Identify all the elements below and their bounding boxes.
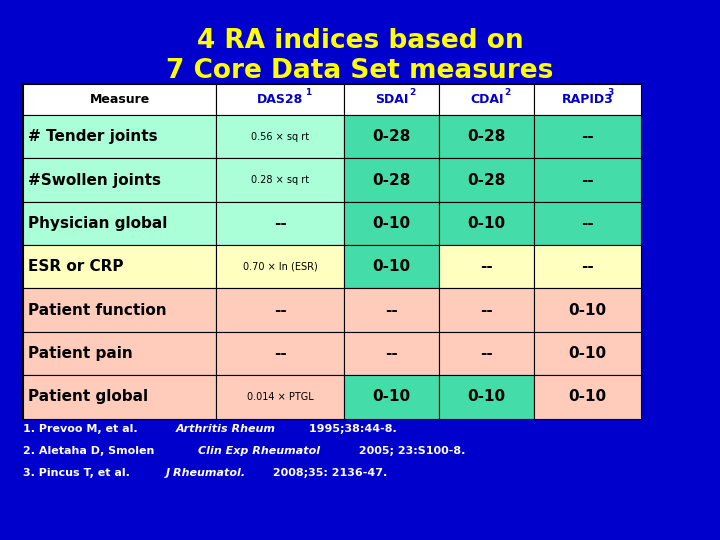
Text: 0.56 × sq rt: 0.56 × sq rt [251, 132, 309, 141]
Bar [23, 84, 641, 418]
Text: #Swollen joints: #Swollen joints [28, 173, 161, 187]
Text: 1. Prevoo M, et al.: 1. Prevoo M, et al. [23, 424, 142, 434]
Bar [216, 288, 344, 332]
Bar [344, 245, 439, 288]
Text: RAPID3: RAPID3 [562, 93, 613, 106]
Text: --: -- [581, 173, 594, 187]
Text: Clin Exp Rheumatol: Clin Exp Rheumatol [197, 446, 320, 456]
Text: ESR or CRP: ESR or CRP [28, 259, 124, 274]
Bar [534, 115, 641, 158]
Bar [216, 332, 344, 375]
Text: 0-10: 0-10 [373, 389, 410, 404]
Bar [216, 84, 344, 115]
Bar [344, 375, 439, 418]
Text: --: -- [274, 216, 287, 231]
Bar [534, 245, 641, 288]
Text: Patient global: Patient global [28, 389, 148, 404]
Text: 2. Aletaha D, Smolen: 2. Aletaha D, Smolen [23, 446, 158, 456]
Text: --: -- [274, 346, 287, 361]
Bar [534, 288, 641, 332]
Text: 1995;38:44-8.: 1995;38:44-8. [305, 424, 397, 434]
Bar [439, 202, 534, 245]
Bar [439, 245, 534, 288]
Text: 0-10: 0-10 [569, 346, 606, 361]
Text: Measure: Measure [89, 93, 150, 106]
Text: 7 Core Data Set measures: 7 Core Data Set measures [166, 58, 554, 84]
Bar [23, 115, 216, 158]
Text: 0-28: 0-28 [372, 173, 411, 187]
Text: 4 RA indices based on: 4 RA indices based on [197, 28, 523, 53]
Bar [534, 84, 641, 115]
Text: --: -- [480, 302, 493, 318]
Bar [439, 332, 534, 375]
Text: 0-10: 0-10 [569, 389, 606, 404]
Text: --: -- [581, 216, 594, 231]
Text: --: -- [480, 346, 493, 361]
Bar [23, 332, 216, 375]
Text: 0.70 × ln (ESR): 0.70 × ln (ESR) [243, 262, 318, 272]
Bar [534, 158, 641, 202]
Bar [216, 375, 344, 418]
Bar [23, 288, 216, 332]
Bar [216, 202, 344, 245]
Bar [344, 115, 439, 158]
Text: CDAI: CDAI [470, 93, 503, 106]
Text: 0-28: 0-28 [372, 129, 411, 144]
Bar [534, 332, 641, 375]
Bar [216, 245, 344, 288]
Text: --: -- [581, 259, 594, 274]
Text: 3: 3 [608, 88, 614, 97]
Text: Patient pain: Patient pain [28, 346, 132, 361]
Bar [216, 158, 344, 202]
Text: 3. Pincus T, et al.: 3. Pincus T, et al. [23, 468, 134, 477]
Bar [439, 375, 534, 418]
Text: # Tender joints: # Tender joints [28, 129, 158, 144]
Text: Arthritis Rheum: Arthritis Rheum [176, 424, 276, 434]
Text: --: -- [274, 302, 287, 318]
Text: 0-10: 0-10 [468, 389, 505, 404]
Text: 0.014 × PTGL: 0.014 × PTGL [247, 392, 313, 402]
Bar [439, 288, 534, 332]
Text: --: -- [480, 259, 493, 274]
Text: 1: 1 [305, 88, 312, 97]
Bar [344, 288, 439, 332]
Text: SDAI: SDAI [375, 93, 408, 106]
Bar [344, 84, 439, 115]
Text: Physician global: Physician global [28, 216, 168, 231]
Text: 2: 2 [410, 88, 415, 97]
Bar [439, 158, 534, 202]
Text: 0-10: 0-10 [569, 302, 606, 318]
Text: 0.28 × sq rt: 0.28 × sq rt [251, 175, 309, 185]
Text: --: -- [385, 346, 398, 361]
Text: 0-10: 0-10 [373, 216, 410, 231]
Text: 0-10: 0-10 [468, 216, 505, 231]
Bar [344, 332, 439, 375]
Text: --: -- [385, 302, 398, 318]
Text: 0-10: 0-10 [373, 259, 410, 274]
Text: J Rheumatol.: J Rheumatol. [166, 468, 246, 477]
Bar [23, 202, 216, 245]
Bar [23, 158, 216, 202]
Text: 0-28: 0-28 [467, 173, 506, 187]
Text: 0-28: 0-28 [467, 129, 506, 144]
Bar [23, 245, 216, 288]
Bar [439, 84, 534, 115]
Bar [216, 115, 344, 158]
Bar [439, 115, 534, 158]
Text: 2005; 23:S100-8.: 2005; 23:S100-8. [355, 446, 466, 456]
Bar [534, 375, 641, 418]
Bar [534, 202, 641, 245]
Bar [344, 202, 439, 245]
Text: --: -- [581, 129, 594, 144]
Bar [23, 375, 216, 418]
Text: DAS28: DAS28 [257, 93, 303, 106]
Bar [23, 84, 216, 115]
Text: Patient function: Patient function [28, 302, 166, 318]
Bar [344, 158, 439, 202]
Text: 2008;35: 2136-47.: 2008;35: 2136-47. [269, 468, 387, 477]
Text: 2: 2 [505, 88, 510, 97]
